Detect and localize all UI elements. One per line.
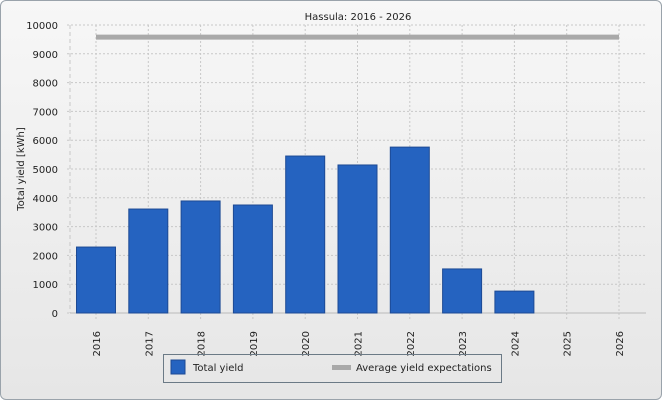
legend [163,354,502,383]
x-tick-label: 2016 [92,331,103,356]
x-tick-label: 2025 [563,331,574,356]
y-tick-label: 4000 [33,194,58,205]
legend-swatch-average [332,365,351,370]
y-tick-label: 2000 [33,251,58,262]
bar-2020 [285,155,326,314]
chart-title: Hassula: 2016 - 2026 [305,12,412,23]
x-tick-label: 2026 [615,331,626,356]
y-tick-label: 10000 [26,21,58,32]
y-tick-label: 5000 [33,165,58,176]
bar-2023 [442,268,483,314]
bar-2016 [76,246,116,314]
x-tick-label: 2019 [249,331,260,356]
x-tick-label: 2020 [301,331,312,356]
bar-2019 [232,204,273,314]
y-axis-label: Total yield [kWh] [16,127,27,212]
bar-2021 [337,164,378,314]
bar-2024 [494,290,535,314]
x-tick-label: 2024 [510,331,521,356]
y-tick-label: 6000 [33,136,58,147]
legend-swatch-total-yield [170,359,186,375]
y-tick-label: 7000 [33,107,58,118]
x-tick-label: 2021 [354,331,365,356]
y-tick-label: 8000 [33,79,58,90]
y-tick-label: 1000 [33,280,58,291]
legend-label-total-yield: Total yield [192,363,244,374]
legend-label-average: Average yield expectations [356,363,492,374]
bar-2017 [128,208,169,314]
y-tick-label: 3000 [33,223,58,234]
x-tick-label: 2023 [458,331,469,356]
y-tick-label: 0 [52,309,58,320]
x-tick-label: 2022 [406,331,417,356]
y-tick-label: 9000 [33,50,58,61]
x-tick-label: 2017 [144,331,155,356]
bar-2022 [389,146,430,314]
x-tick-label: 2018 [197,331,208,356]
bar-2018 [180,200,221,314]
